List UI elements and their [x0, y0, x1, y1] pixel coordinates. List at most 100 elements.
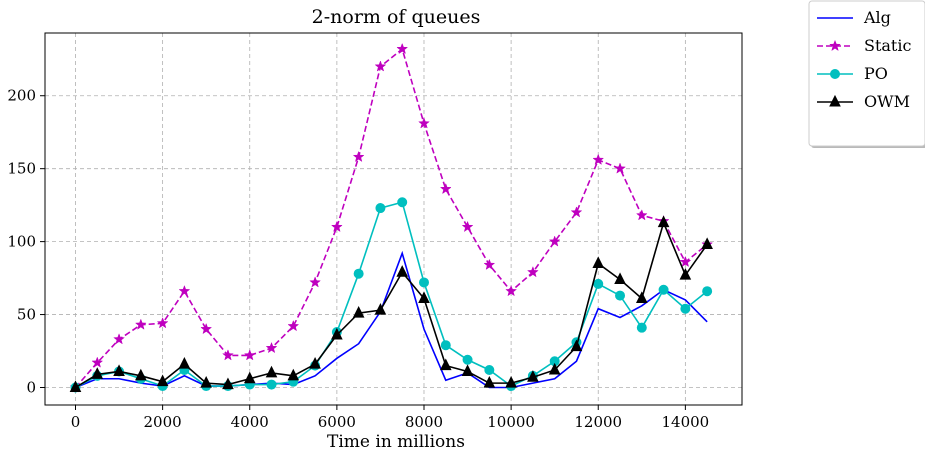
series-static-point [134, 318, 147, 330]
legend-item-alg: Alg [817, 8, 891, 27]
series-owm-point [135, 368, 147, 381]
legend-label-owm: OWM [864, 92, 910, 111]
legend-item-po: PO [817, 64, 888, 83]
series-layer [69, 42, 714, 393]
series-po-point [615, 290, 626, 301]
series-static-point [287, 320, 300, 332]
series-po-point [680, 303, 691, 314]
series-static-point [222, 349, 234, 361]
series-owm-point [701, 237, 713, 250]
x-axis-title: Time in millions [327, 432, 465, 452]
series-owm-point [570, 339, 583, 352]
y-tick-label: 200 [7, 87, 36, 105]
series-owm-point [635, 291, 648, 304]
legend-label-alg: Alg [863, 8, 891, 27]
series-owm-point [439, 358, 452, 371]
x-tick-label: 6000 [318, 413, 356, 431]
series-static-point [200, 322, 213, 335]
y-axis: 0 50 100 150 200 [7, 87, 45, 396]
series-static-point [635, 209, 648, 221]
series-owm-point [309, 357, 321, 369]
series-po-point [397, 197, 408, 208]
series-static-point [570, 206, 583, 218]
series-static-point [396, 42, 409, 55]
series-owm-point [222, 377, 234, 390]
legend-label-po: PO [864, 64, 888, 83]
series-static-line [74, 47, 708, 389]
series-po-point [658, 284, 669, 295]
series-static-point [352, 150, 365, 163]
series-owm-point [331, 327, 343, 340]
series-po-point [636, 322, 647, 333]
legend-marker-po [830, 69, 840, 79]
series-static-point [156, 317, 169, 329]
series-po-point [353, 268, 364, 279]
plot-frame [44, 32, 743, 406]
series-owm-point [265, 365, 278, 378]
series-po-point [484, 364, 495, 375]
series-static-point [309, 276, 322, 288]
series-static-point [330, 220, 343, 233]
series-static-point [178, 284, 191, 297]
series-owm-point [243, 371, 256, 384]
legend-item-static: Static [817, 36, 911, 55]
series-owm-point [679, 268, 692, 280]
chart-title: 2-norm of queues [312, 6, 481, 28]
legend-frame [808, 0, 925, 147]
series-owm-point [505, 375, 517, 388]
y-tick-label: 50 [17, 306, 36, 324]
series-alg-line [75, 250, 708, 389]
series-owm-point [527, 370, 539, 382]
x-tick-label: 8000 [405, 413, 443, 431]
series-owm-point [483, 375, 496, 388]
series-po-line [75, 201, 708, 389]
series-po-point [375, 203, 386, 214]
series-static-point [374, 60, 387, 72]
series-static-point [679, 255, 692, 268]
series-po [70, 197, 713, 393]
x-tick-label: 10000 [487, 413, 535, 431]
x-tick-label: 2000 [144, 413, 182, 431]
series-static-point [461, 220, 474, 233]
y-tick-label: 0 [26, 378, 36, 396]
series-static [69, 42, 714, 393]
series-static-point [265, 341, 278, 354]
series-static-point [418, 117, 430, 129]
x-tick-label: 12000 [574, 413, 622, 431]
series-owm-point [352, 305, 365, 318]
series-static-point [526, 266, 539, 278]
series-po-point [440, 340, 451, 351]
series-owm-point [178, 357, 191, 369]
series-owm-point [396, 265, 409, 277]
series-owm-point [287, 368, 300, 381]
series-owm-point [592, 256, 605, 268]
y-tick-label: 100 [7, 233, 36, 251]
series-static-point [592, 153, 605, 165]
legend-marker-static [829, 39, 841, 52]
series-owm-point [657, 215, 670, 228]
series-po-point [418, 277, 429, 288]
legend: Alg Static PO OWM [808, 0, 925, 148]
series-owm-point [91, 367, 104, 379]
legend-item-owm: OWM [817, 92, 910, 111]
y-tick-label: 150 [7, 160, 36, 178]
series-static-point [505, 284, 518, 297]
x-axis: 0 2000 4000 6000 8000 10000 12000 14000 [71, 405, 710, 431]
series-owm-point [418, 291, 430, 304]
series-po-point [593, 278, 604, 289]
series-po-point [702, 286, 713, 297]
series-static-point [439, 182, 452, 195]
legend-label-static: Static [864, 36, 911, 55]
legend-marker-owm [829, 94, 841, 107]
series-static-point [113, 333, 125, 345]
series-owm [69, 215, 713, 392]
series-alg [75, 250, 708, 389]
x-tick-label: 14000 [662, 413, 710, 431]
series-owm-point [69, 380, 82, 392]
grid [45, 33, 742, 405]
series-static-point [614, 162, 626, 174]
series-po-point [462, 354, 473, 365]
series-owm-point [113, 364, 125, 376]
series-static-point [243, 349, 256, 361]
